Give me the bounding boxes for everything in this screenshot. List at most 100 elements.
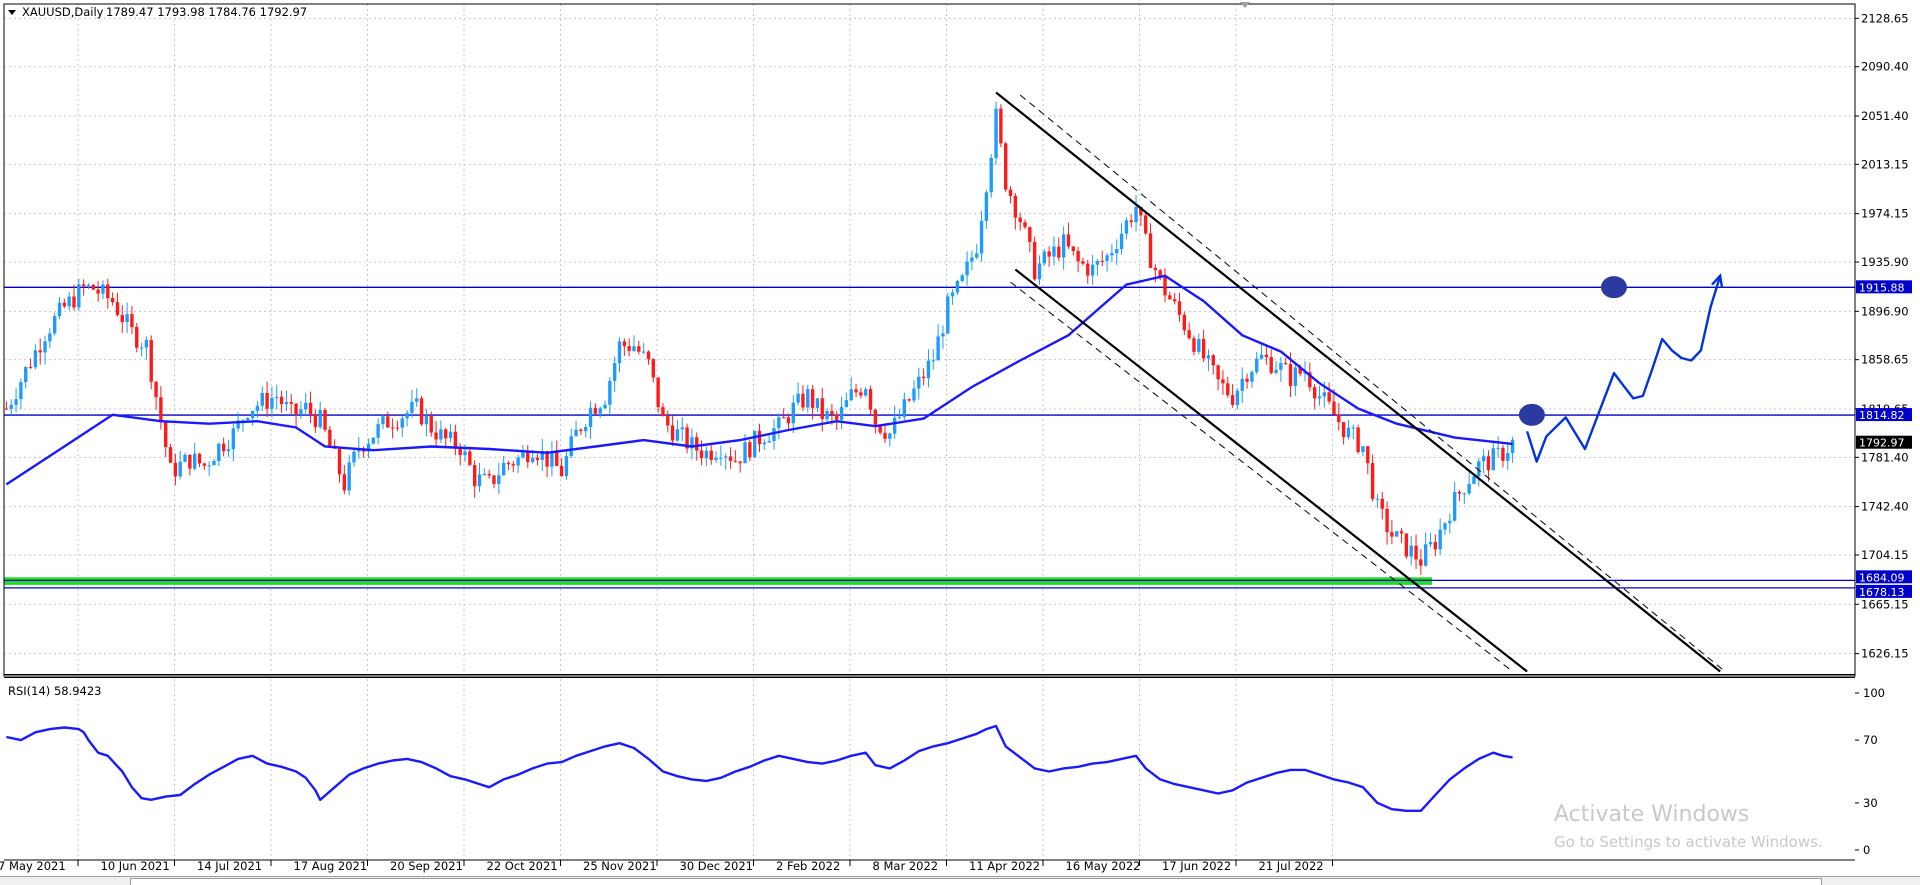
candle-body [168,447,173,463]
price-tag [1856,570,1912,584]
candle-body [873,409,878,425]
candle-body [352,451,356,463]
candle-body [748,442,752,458]
price-tags: 1915.88 1814.82 1792.97 1684.09 1678.13 [1856,280,1912,599]
time-label: 17 Aug 2021 [294,859,368,873]
channel-dashed-line[interactable] [1019,94,1726,672]
candle-body [1226,383,1230,396]
candle-body [250,410,255,419]
price-tick-label: 2090.40 [1861,60,1909,74]
candle-body [1042,251,1047,264]
candle-body [1066,234,1071,247]
candle-body [1284,363,1288,365]
candle-body [965,261,969,276]
candle-body [313,414,318,428]
candle-body [907,399,911,401]
candle-body [1452,491,1457,521]
candle-body [1235,390,1240,405]
candle-body [1491,448,1495,471]
candle-body [1385,508,1389,533]
candle-body [1366,446,1370,464]
candle-body [844,400,849,408]
candle-body [690,437,694,449]
candle-body [1274,369,1278,373]
menu-triangle-icon[interactable] [8,10,16,15]
candle-body [955,281,960,293]
candle-body [839,407,844,420]
candle-body [921,376,926,379]
chart-shift-icon[interactable] [1240,2,1250,8]
time-label: 10 Jun 2021 [101,859,170,873]
candle-body [926,360,931,379]
channel-trend-line[interactable] [1014,268,1528,673]
candle-body [275,396,279,399]
channel-dashed-line[interactable] [1010,281,1513,672]
candle-body [1399,531,1404,534]
candle-body [917,376,921,389]
candle-body [1139,206,1143,216]
candle-body [67,296,71,307]
candle-body [183,454,187,462]
projection-marker [1600,276,1627,299]
candle-body [593,407,598,414]
candle-body [835,414,839,420]
candle-body [130,314,134,328]
candle-body [424,416,429,425]
rsi-tick-label: 70 [1863,733,1878,747]
candle-body [902,399,907,417]
time-label: 7 May 2021 [0,859,66,873]
candle-body [371,437,375,444]
candle-body [506,462,511,465]
price-tag-label: 1678.13 [1859,586,1905,599]
candle-body [526,451,530,463]
candle-body [603,404,607,409]
candle-body [1023,222,1027,228]
candle-body [806,389,810,408]
candle-body [1110,253,1114,256]
candle-body [270,398,274,409]
candle-body [1288,364,1293,386]
candle-body [444,429,448,439]
candle-body [810,389,815,408]
channel-trend-line[interactable] [995,91,1721,673]
symbol-label: XAUUSD,Daily [22,5,104,19]
projection-drawing[interactable] [1518,273,1724,463]
candle-body [62,302,67,307]
candle-body [1395,531,1399,537]
candle-body [912,388,916,401]
candle-body [1404,533,1409,557]
candle-body [728,456,733,461]
candle-body [941,333,945,337]
candle-body [661,407,665,417]
time-label: 8 Mar 2022 [873,859,939,873]
grid [4,4,1855,860]
candle-body [1269,357,1273,373]
candle-body [458,448,462,456]
candle-body [1501,447,1505,461]
candle-body [752,430,757,458]
candle-body [342,474,347,491]
candle-body [757,430,762,445]
price-tag [1856,408,1912,422]
candle-body [1477,461,1481,477]
candle-body [434,432,438,440]
candle-body [246,418,250,421]
candle-body [699,450,704,459]
candle-body [463,451,467,456]
chart-frame [3,3,1856,677]
candle-body [492,475,496,484]
candle-body [1201,339,1206,359]
candle-body [241,420,245,422]
price-tag [1856,435,1912,449]
chart-tab[interactable] [130,878,1822,885]
rsi-label: RSI(14) 58.9423 [8,684,102,698]
candle-body [854,389,858,393]
trend-lines[interactable] [995,91,1726,673]
candle-body [1264,354,1269,358]
candle-body [1414,545,1418,560]
candle-body [1424,544,1428,566]
candle-body [1163,276,1167,296]
candle-body [598,408,602,414]
candle-body [1192,338,1196,352]
